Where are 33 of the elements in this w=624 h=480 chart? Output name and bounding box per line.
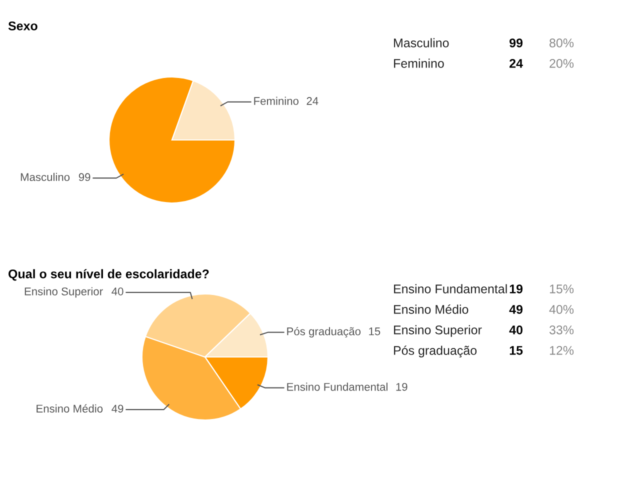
text: 80% — [550, 38, 574, 48]
text: 19 — [510, 284, 523, 294]
slice-label: Masculino — [20, 172, 70, 182]
data-label: 19 — [396, 382, 408, 391]
text: 33% — [549, 326, 574, 334]
data-label: 40 — [112, 288, 124, 296]
text: Pós graduação — [394, 346, 477, 358]
text: 24 — [510, 59, 523, 68]
text: 49 — [509, 305, 523, 314]
text: 40 — [509, 326, 522, 334]
pie-slice — [108, 76, 236, 204]
text: Ensino Fundamental — [394, 284, 507, 294]
slice-label: Feminino — [254, 96, 298, 105]
chart-title: Sexo — [8, 22, 38, 30]
text: 40% — [549, 305, 574, 314]
text: Masculino — [394, 38, 449, 48]
slice-label: Ensino Fundamental — [287, 382, 388, 391]
text: 12% — [550, 346, 574, 355]
text: 20% — [550, 59, 574, 68]
data-label: 49 — [112, 404, 124, 413]
slice-label: Ensino Superior — [24, 287, 103, 298]
data-label: 99 — [78, 173, 90, 182]
text: 15 — [510, 346, 523, 355]
text: Ensino Médio — [394, 304, 468, 314]
data-label: 24 — [306, 97, 318, 105]
text: Ensino Superior — [394, 325, 482, 337]
text: 99 — [510, 38, 523, 48]
data-label: 15 — [369, 328, 380, 336]
text: Feminino — [394, 58, 444, 68]
slice-label: Pós graduação — [287, 327, 361, 338]
chart-title: Qual o seu nível de escolaridade? — [8, 269, 209, 281]
text: 15% — [550, 284, 574, 294]
slice-label: Ensino Médio — [36, 404, 103, 413]
